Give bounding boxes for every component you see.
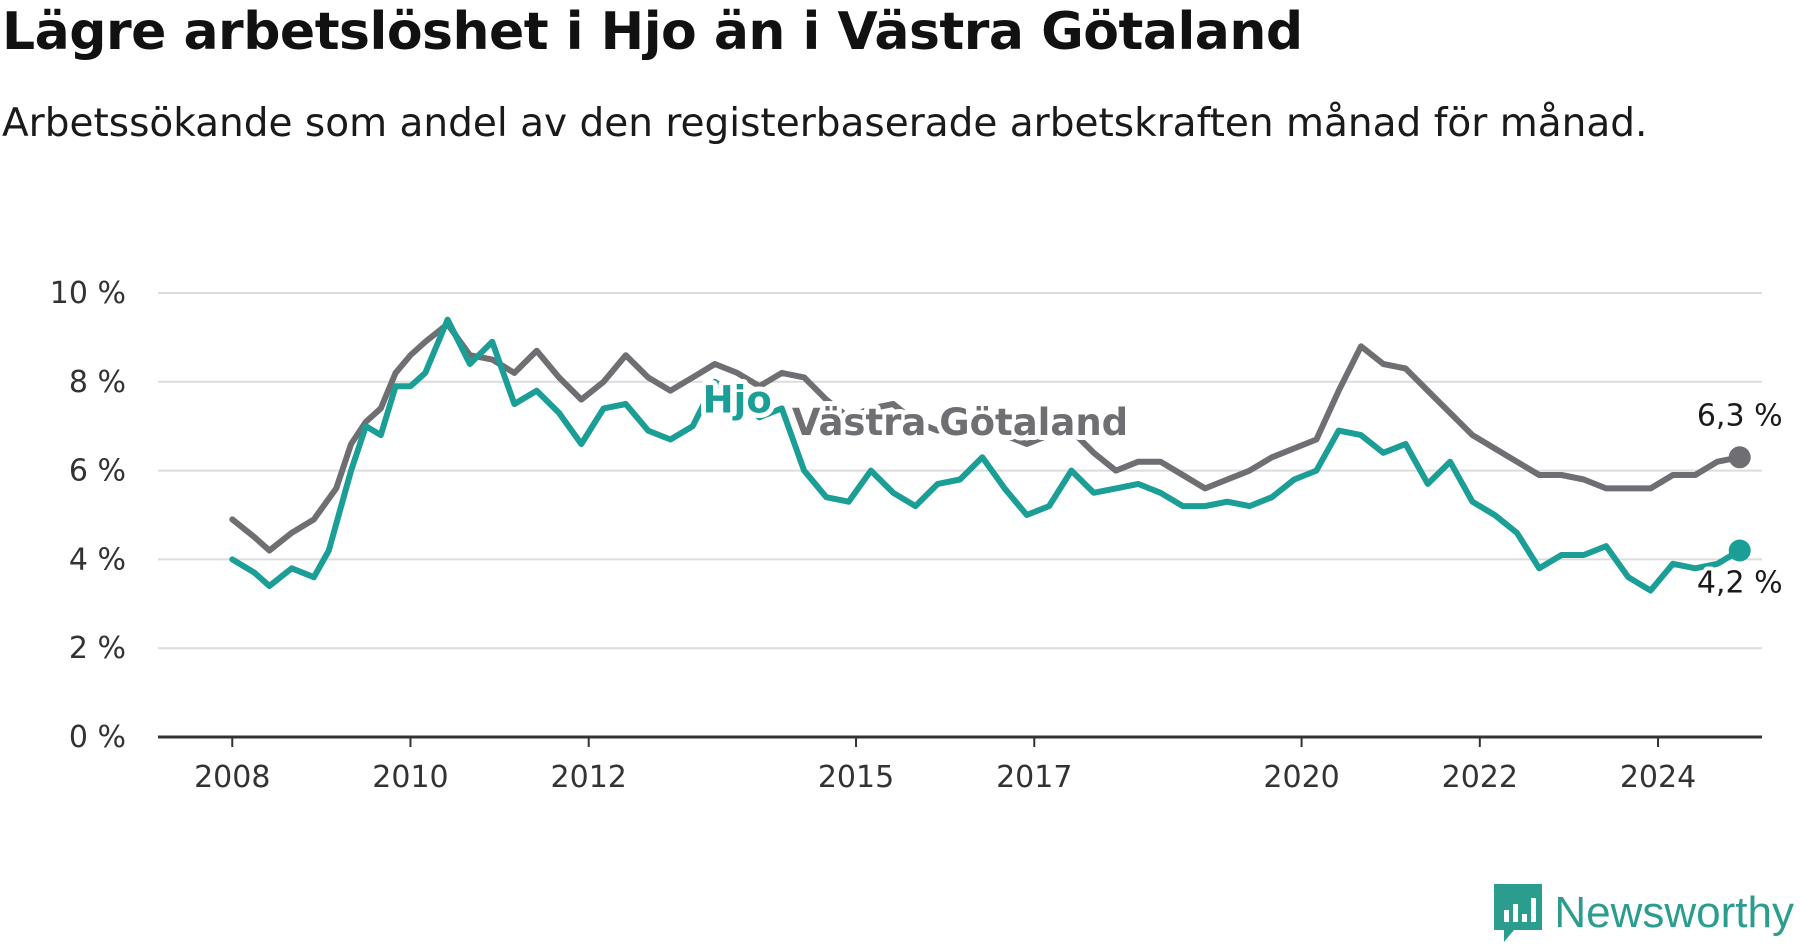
x-tick-label: 2024: [1620, 760, 1696, 795]
series-labels: 6,3 % Västra Götaland 4,2 % Hjo: [698, 374, 1787, 605]
series-end-point: [1728, 446, 1751, 469]
series-end-point: [1728, 539, 1751, 562]
series-name-label: Hjo: [703, 379, 772, 422]
x-tick-label: 2012: [551, 760, 627, 795]
x-tick-label: 2020: [1263, 760, 1339, 795]
chart-title: Lägre arbetslöshet i Hjo än i Västra Göt…: [2, 2, 1303, 62]
x-tick-label: 2022: [1442, 760, 1518, 795]
brand-name: Newsworthy: [1554, 888, 1794, 937]
gridlines: [158, 292, 1762, 650]
series-end-label: 6,3 %: [1697, 398, 1783, 433]
x-tick-label: 2017: [996, 760, 1072, 795]
y-tick-label: 4 %: [69, 542, 126, 577]
series-lines: [229, 316, 1751, 594]
chart-subtitle: Arbetssökande som andel av den registerb…: [2, 101, 1648, 146]
y-tick-label: 10 %: [50, 276, 126, 311]
x-tick-label: 2008: [194, 760, 270, 795]
y-tick-label: 2 %: [69, 631, 126, 666]
series-line-hjo: [229, 316, 1743, 594]
newsworthy-logo-icon: [1494, 884, 1543, 942]
brand-logo: Newsworthy: [1494, 884, 1794, 942]
series-end-label: 4,2 %: [1697, 566, 1783, 601]
y-tick-label: 8 %: [69, 365, 126, 400]
series-name-label: Västra Götaland: [792, 401, 1128, 444]
x-tick-label: 2015: [818, 760, 894, 795]
y-tick-label: 6 %: [69, 454, 126, 489]
y-tick-label: 0 %: [69, 720, 126, 755]
x-tick-label: 2010: [372, 760, 448, 795]
axes: 0 % 2 % 4 % 6 % 8 % 10 % 2008 2010 2012 2015 2017 2…: [50, 276, 1762, 795]
